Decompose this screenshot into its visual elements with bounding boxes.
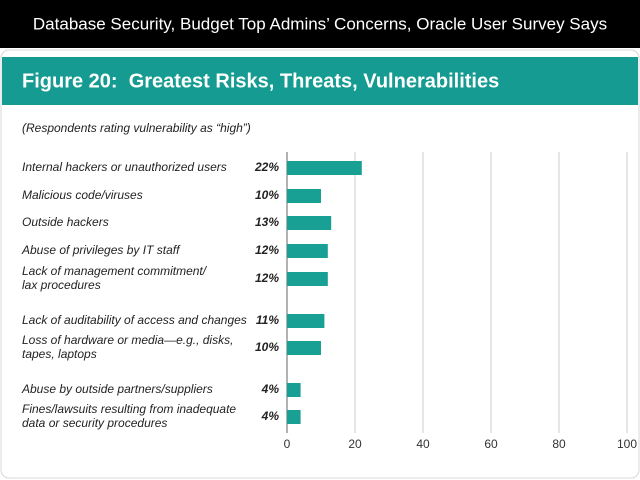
x-tick-label: 60 [484, 437, 498, 451]
bar [287, 272, 328, 286]
x-tick-label: 80 [552, 437, 566, 451]
value-label: 10% [255, 340, 279, 354]
category-label: Lack of auditability of access and chang… [22, 313, 247, 327]
category-label: Abuse of privileges by IT staff [21, 243, 181, 257]
chart-subtitle: (Respondents rating vulnerability as “hi… [22, 121, 251, 135]
category-label: Lack of management commitment/lax proced… [22, 264, 208, 292]
category-label: Abuse by outside partners/suppliers [21, 382, 213, 396]
bar [287, 341, 321, 355]
x-tick-label: 20 [348, 437, 362, 451]
title-banner [2, 57, 638, 105]
slide-frame [0, 49, 640, 479]
bar [287, 161, 362, 175]
category-label: Fines/lawsuits resulting from inadequate… [22, 402, 236, 430]
category-label: Malicious code/viruses [22, 188, 143, 202]
header-bar [0, 0, 640, 48]
category-label: Loss of hardware or media—e.g., disks, ta… [22, 333, 233, 361]
bar [287, 216, 332, 230]
value-label: 10% [255, 188, 279, 202]
category-label: Internal hackers or unauthorized users [22, 160, 227, 174]
page-title: Database Security, Budget Top Admins’ Co… [33, 14, 607, 33]
value-label: 12% [255, 271, 279, 285]
value-label: 4% [261, 382, 280, 396]
value-label: 11% [256, 313, 279, 327]
category-label: Outside hackers [22, 215, 109, 229]
x-tick-label: 100 [617, 437, 637, 451]
value-label: 4% [261, 409, 280, 423]
bar [287, 189, 321, 203]
bar [287, 410, 301, 424]
x-tick-label: 0 [284, 437, 291, 451]
bar [287, 314, 325, 328]
chart-title: Figure 20: Greatest Risks, Threats, Vuln… [22, 70, 499, 92]
value-label: 22% [254, 160, 279, 174]
value-label: 12% [255, 243, 279, 257]
value-label: 13% [255, 215, 279, 229]
x-tick-label: 40 [416, 437, 430, 451]
bar [287, 244, 328, 258]
bar [287, 383, 301, 397]
